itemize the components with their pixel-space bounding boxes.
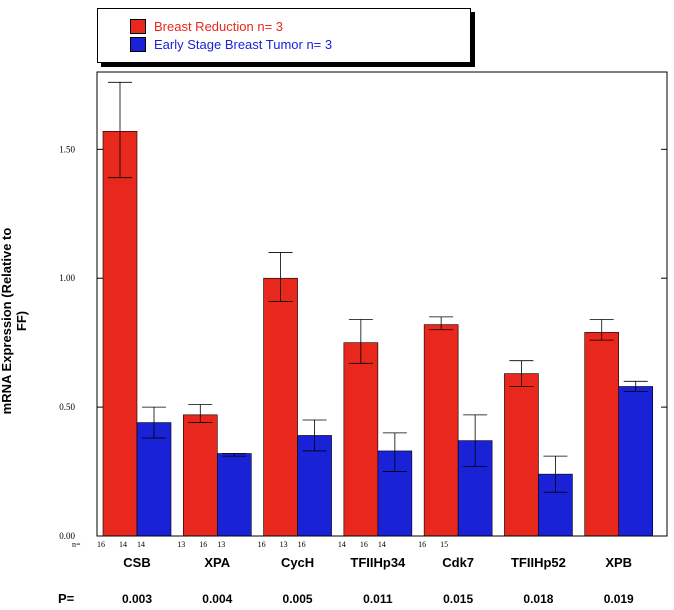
p-value-TFIIHp52: 0.018 <box>523 592 553 606</box>
category-label-XPA: XPA <box>204 555 230 570</box>
legend-swatch-tumor <box>130 37 146 52</box>
bar-XPB-0 <box>585 332 619 536</box>
p-value-XPA: 0.004 <box>202 592 232 606</box>
bar-XPB-1 <box>619 386 653 536</box>
n-value-1-2: 13 <box>217 540 225 549</box>
n-value-3-0: 14 <box>338 540 346 549</box>
bar-CSB-0 <box>103 131 137 536</box>
p-value-Cdk7: 0.015 <box>443 592 473 606</box>
bar-XPA-0 <box>183 415 217 536</box>
n-value-0-2: 14 <box>137 540 145 549</box>
n-value-2-0: 16 <box>258 540 266 549</box>
p-value-CycH: 0.005 <box>283 592 313 606</box>
bars-layer <box>103 82 653 536</box>
legend-label-tumor: Early Stage Breast Tumor n= 3 <box>154 37 332 52</box>
legend-item-tumor: Early Stage Breast Tumor n= 3 <box>130 36 332 52</box>
n-value-3-1: 16 <box>360 540 368 549</box>
p-values: P= 0.003 0.004 0.005 0.011 0.015 0.018 0.019 <box>58 591 634 606</box>
x-axis-labels: CSB XPA CycH TFIIHp34 Cdk7 TFIIHp52 XPB <box>123 555 632 570</box>
n-value-1-1: 16 <box>199 540 207 549</box>
bar-CycH-0 <box>264 278 298 536</box>
legend-swatch-reduction <box>130 19 146 34</box>
p-value-XPB: 0.019 <box>604 592 634 606</box>
p-value-TFIIHp34: 0.011 <box>363 592 393 606</box>
n-value-0-1: 14 <box>119 540 127 549</box>
y-tick-label-3: 1.50 <box>59 144 75 154</box>
bar-TFIIHp34-0 <box>344 343 378 536</box>
category-label-CSB: CSB <box>123 555 150 570</box>
category-label-CycH: CycH <box>281 555 314 570</box>
n-value-2-2: 16 <box>298 540 306 549</box>
category-label-TFIIHp52: TFIIHp52 <box>511 555 566 570</box>
category-label-TFIIHp34: TFIIHp34 <box>350 555 406 570</box>
legend-item-reduction: Breast Reduction n= 3 <box>130 18 283 34</box>
n-value-2-1: 13 <box>280 540 288 549</box>
n-label: n= <box>72 540 81 549</box>
y-tick-label-1: 0.50 <box>59 402 75 412</box>
category-label-Cdk7: Cdk7 <box>442 555 474 570</box>
n-value-4-0: 16 <box>418 540 426 549</box>
legend-label-reduction: Breast Reduction n= 3 <box>154 19 283 34</box>
n-value-4-1: 15 <box>440 540 448 549</box>
bar-TFIIHp52-0 <box>504 374 538 536</box>
p-value-CSB: 0.003 <box>122 592 152 606</box>
category-label-XPB: XPB <box>605 555 632 570</box>
bar-XPA-1 <box>217 454 251 536</box>
y-tick-label-2: 1.00 <box>59 273 75 283</box>
n-labels: n= 16 14 14 13 16 13 16 13 16 14 16 14 16 15 <box>72 540 448 549</box>
n-value-3-2: 14 <box>378 540 386 549</box>
legend: Breast Reduction n= 3 Early Stage Breast… <box>97 8 471 63</box>
bar-CSB-1 <box>137 423 171 536</box>
n-value-0-0: 16 <box>97 540 105 549</box>
p-label: P= <box>58 591 75 606</box>
bar-Cdk7-0 <box>424 325 458 536</box>
y-axis-label: mRNA Expression (Relative to FF) <box>0 221 29 421</box>
n-value-1-0: 13 <box>177 540 185 549</box>
